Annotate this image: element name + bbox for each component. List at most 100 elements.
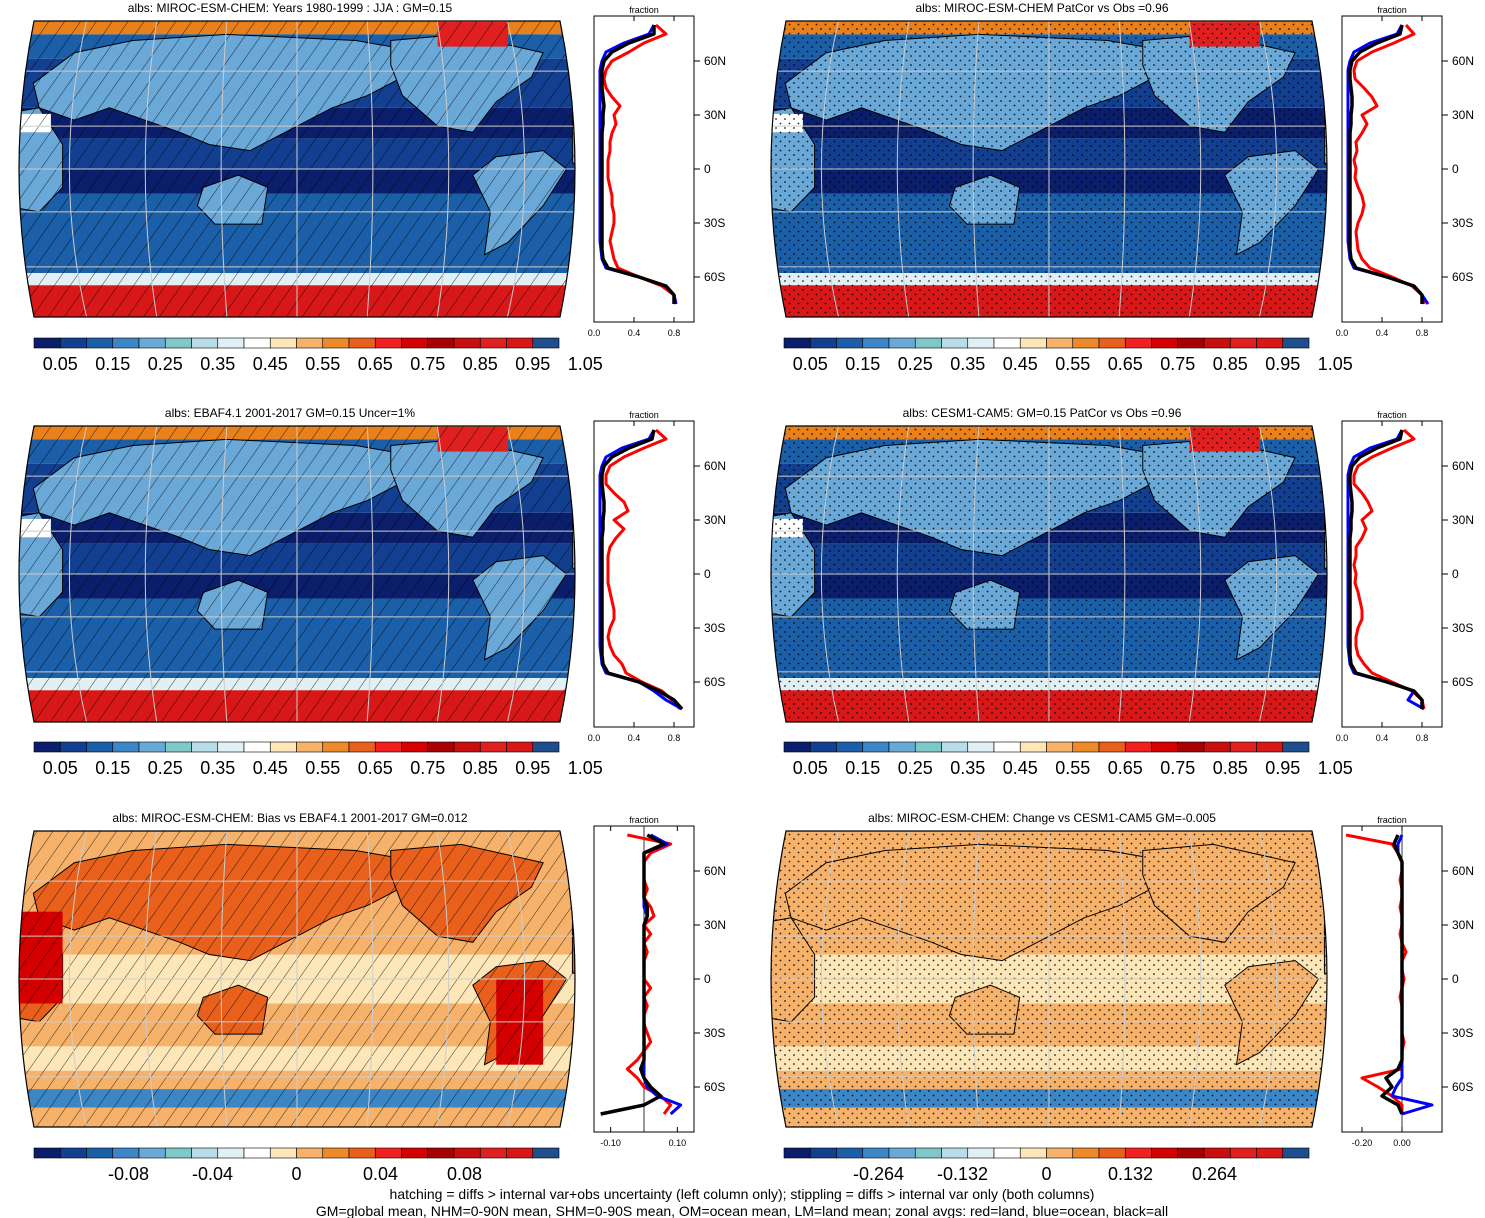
colorbar-swatch — [809, 1147, 837, 1159]
y-tick-label: 0 — [704, 567, 711, 581]
colorbar-tick-label: 0.35 — [950, 758, 985, 778]
longitude-gridline — [1118, 426, 1126, 722]
colorbar-tick-label: 0.85 — [1213, 354, 1248, 374]
colorbar-swatch — [1124, 741, 1152, 753]
colorbar-swatch — [1177, 337, 1205, 349]
x-tick-label: 0.4 — [628, 328, 641, 338]
colorbar-tick-label: 0.08 — [447, 1164, 482, 1184]
y-tick-label: 60N — [704, 459, 726, 473]
longitude-gridline — [68, 21, 89, 317]
colorbar-tick-label: 0.55 — [1055, 354, 1090, 374]
y-tick-label: 30S — [704, 1026, 725, 1040]
colorbar: 0.05 0.15 0.25 0.35 0.45 0.55 0.65 0.75 0.85 0.95… — [33, 337, 603, 374]
colorbar-swatch — [243, 1147, 271, 1159]
colorbar-swatch — [164, 337, 192, 349]
zonal-series-all — [600, 429, 684, 711]
colorbar-tick-label: 0.95 — [515, 354, 550, 374]
panel-title: albs: MIROC-ESM-CHEM: Change vs CESM1-CA… — [868, 811, 1216, 825]
colorbar-swatch — [348, 337, 376, 349]
map-plot — [18, 425, 576, 723]
colorbar-tick-label: 0.55 — [305, 758, 340, 778]
colorbar-swatch — [783, 1147, 811, 1159]
y-tick-label: 0 — [1452, 972, 1459, 986]
colorbar-swatch — [453, 1147, 481, 1159]
colorbar-swatch — [348, 1147, 376, 1159]
zonal-series-land — [1352, 428, 1426, 710]
colorbar-tick-label: -0.08 — [108, 1164, 149, 1184]
colorbar-swatch — [941, 337, 969, 349]
colorbar-swatch — [427, 741, 455, 753]
colorbar-tick-label: 0.75 — [1160, 758, 1195, 778]
longitude-gridline — [436, 21, 450, 317]
longitude-gridline — [505, 426, 526, 722]
colorbar-swatch — [138, 337, 166, 349]
y-tick-label: 60S — [704, 675, 725, 689]
longitude-gridline — [896, 831, 910, 1127]
zonal-series-land — [1352, 24, 1426, 305]
colorbar-tick-label: 0.15 — [845, 354, 880, 374]
map-plot — [770, 425, 1328, 723]
panel-title: albs: CESM1-CAM5: GM=0.15 PatCor vs Obs … — [903, 406, 1182, 420]
y-tick-label: 0 — [1452, 162, 1459, 176]
colorbar-tick-label: 0.45 — [1003, 758, 1038, 778]
longitude-gridline — [1257, 426, 1278, 722]
longitude-gridline — [366, 831, 374, 1127]
zonal-series-ocean — [1346, 24, 1430, 305]
colorbar-swatch — [506, 337, 534, 349]
colorbar-tick-label: 0.05 — [43, 354, 78, 374]
colorbar-swatch — [1019, 1147, 1047, 1159]
colorbar-tick-label: 0.15 — [845, 758, 880, 778]
colorbar-tick-label: 0.45 — [253, 354, 288, 374]
x-tick-label: 0.4 — [628, 733, 641, 743]
colorbar-swatch — [86, 741, 114, 753]
colorbar-tick-label: 0.35 — [200, 354, 235, 374]
colorbar-swatch — [59, 1147, 87, 1159]
colorbar-swatch — [888, 1147, 916, 1159]
panel-title: albs: MIROC-ESM-CHEM: Bias vs EBAF4.1 20… — [112, 811, 467, 825]
colorbar-swatch — [401, 741, 429, 753]
x-tick-label: 0.0 — [1336, 733, 1349, 743]
zonal-series-all — [1348, 429, 1424, 709]
colorbar-swatch — [993, 1147, 1021, 1159]
colorbar-swatch — [33, 1147, 61, 1159]
map-fill — [19, 21, 575, 317]
y-tick-label: 60S — [704, 270, 725, 284]
colorbar-swatch — [809, 741, 837, 753]
zonal-series-land — [602, 23, 678, 305]
colorbar-tick-label: 0.55 — [1055, 758, 1090, 778]
colorbar: 0.05 0.15 0.25 0.35 0.45 0.55 0.65 0.75 0.85 0.95… — [33, 741, 603, 778]
map-border — [18, 830, 576, 1128]
colorbar-swatch — [967, 741, 995, 753]
colorbar-swatch — [269, 1147, 297, 1159]
colorbar-swatch — [374, 337, 402, 349]
colorbar-swatch — [479, 337, 507, 349]
zonal-mean-plot: fraction 60N 30N 0 30S 60S 0.0 0.4 0.8 — [588, 5, 726, 338]
colorbar-tick-label: 0.05 — [793, 758, 828, 778]
x-tick-label: -0.10 — [600, 1138, 621, 1148]
colorbar-swatch — [322, 1147, 350, 1159]
colorbar-swatch — [836, 741, 864, 753]
y-tick-label: 60S — [1452, 270, 1473, 284]
colorbar: -0.264 -0.132 0 0.132 0.264 — [783, 1147, 1310, 1184]
colorbar-tick-label: 1.05 — [568, 758, 603, 778]
colorbar-swatch — [401, 337, 429, 349]
colorbar-swatch — [862, 741, 890, 753]
x-tick-label: 0.0 — [588, 328, 601, 338]
colorbar-swatch — [164, 741, 192, 753]
colorbar: 0.05 0.15 0.25 0.35 0.45 0.55 0.65 0.75 0.85 0.95… — [783, 337, 1353, 374]
colorbar-swatch — [86, 1147, 114, 1159]
x-tick-label: -0.20 — [1352, 1138, 1373, 1148]
x-tick-label: 0.4 — [1376, 328, 1389, 338]
colorbar-swatch — [888, 741, 916, 753]
map-fill — [771, 21, 1327, 317]
map-border — [18, 425, 576, 723]
colorbar-swatch — [1282, 337, 1310, 349]
zonal-series-ocean — [598, 24, 678, 305]
colorbar-tick-label: 0.05 — [793, 354, 828, 374]
colorbar-tick-label: -0.04 — [192, 1164, 233, 1184]
colorbar-swatch — [1098, 1147, 1126, 1159]
colorbar-tick-label: 0.55 — [305, 354, 340, 374]
map-fill — [19, 831, 575, 1127]
longitude-gridline — [1188, 831, 1202, 1127]
colorbar-swatch — [1072, 337, 1100, 349]
